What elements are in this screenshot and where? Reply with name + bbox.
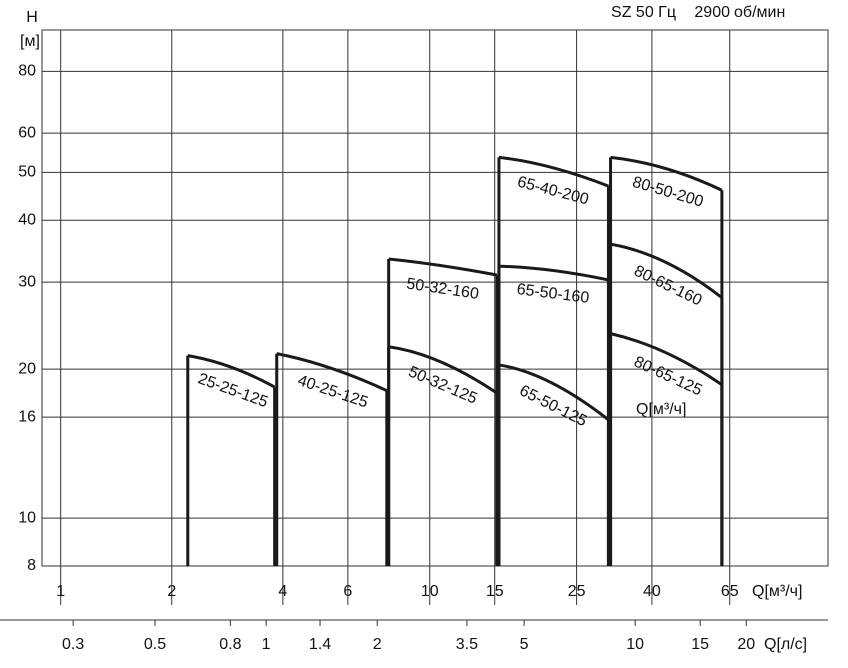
x2-tick-label: 0.3 [62, 636, 84, 653]
y-label: H [26, 9, 38, 26]
x-tick-label: 6 [343, 583, 352, 600]
y-tick-label: 40 [18, 212, 36, 229]
x2-tick-label: 1 [262, 636, 271, 653]
x-label: Q[м³/ч] [752, 583, 802, 600]
pump-curve [388, 345, 498, 395]
x-tick-label: 2 [167, 583, 176, 600]
x2-tick-label: 5 [520, 636, 529, 653]
x-tick-label: 4 [278, 583, 287, 600]
pump-curve [276, 352, 388, 392]
y-tick-label: 8 [27, 557, 36, 574]
x2-tick-label: 10 [626, 636, 644, 653]
x-tick-label: 1 [56, 583, 65, 600]
series-label: 65-40-200 [516, 174, 591, 209]
plot-frame [41, 29, 829, 567]
x-tick-label: 15 [486, 583, 504, 600]
x2-tick-label: 3.5 [456, 636, 478, 653]
pump-curve [187, 354, 276, 389]
x2-tick-label: 20 [737, 636, 755, 653]
y-tick-label: 10 [18, 509, 36, 526]
x2-tick-label: 0.5 [144, 636, 166, 653]
y-tick-label: 30 [18, 273, 36, 290]
y-tick-label: 20 [18, 360, 36, 377]
y-tick-label: 80 [18, 63, 36, 80]
x-tick-label: 65 [721, 583, 739, 600]
series-label: 25-25-125 [196, 370, 270, 411]
pump-curve [498, 363, 610, 421]
x2-tick-label: 0.8 [219, 636, 241, 653]
x2-tick-label: 15 [691, 636, 709, 653]
series-label: 65-50-160 [516, 281, 591, 307]
pump-curve [610, 332, 723, 387]
x-tick-label: 40 [643, 583, 661, 600]
pump-curve [610, 155, 723, 192]
y-unit: [м] [20, 33, 40, 50]
x-tick-label: 25 [568, 583, 586, 600]
y-tick-label: 16 [18, 408, 36, 425]
x2-label: Q[л/с] [764, 636, 807, 653]
pump-curve [388, 257, 498, 277]
chart-title: SZ 50 Гц [611, 4, 676, 21]
y-tick-label: 50 [18, 164, 36, 181]
speed: 2900 [694, 4, 730, 21]
x2-tick-label: 2 [373, 636, 382, 653]
series-label: 50-32-125 [406, 363, 480, 407]
y-tick-label: 60 [18, 124, 36, 141]
x-tick-label: 10 [421, 583, 439, 600]
pump-curve [498, 155, 610, 188]
annotation: Q[м³/ч] [636, 401, 686, 418]
series-label: 50-32-160 [405, 276, 480, 304]
series-label: 80-65-160 [631, 263, 704, 310]
pump-curve [498, 264, 609, 282]
x2-tick-label: 1.4 [309, 636, 331, 653]
speed-unit: об/мин [734, 4, 785, 21]
series-label: 80-65-125 [631, 353, 704, 399]
series-label: 65-50-125 [517, 382, 590, 430]
pump-curve [610, 242, 723, 299]
